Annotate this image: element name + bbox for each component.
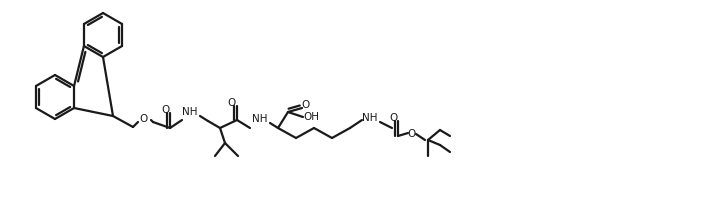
Text: O: O	[228, 98, 236, 108]
Text: O: O	[161, 105, 169, 115]
Text: NH: NH	[252, 114, 268, 124]
Text: OH: OH	[303, 112, 319, 122]
Text: O: O	[389, 113, 397, 123]
Text: NH: NH	[362, 113, 378, 123]
Text: O: O	[408, 129, 416, 139]
Text: O: O	[139, 114, 147, 124]
Text: O: O	[302, 100, 310, 110]
Text: NH: NH	[182, 107, 198, 117]
